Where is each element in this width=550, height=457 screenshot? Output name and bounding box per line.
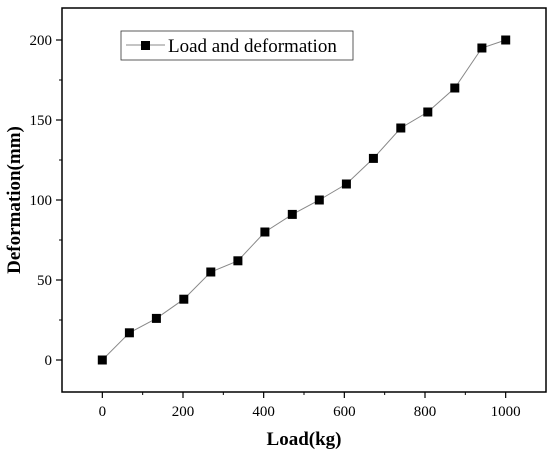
series-load-and-deformation <box>97 35 511 365</box>
legend-label: Load and deformation <box>168 36 337 57</box>
x-tick-label: 200 <box>172 404 195 420</box>
x-tick-label: 800 <box>414 404 437 420</box>
data-point <box>206 267 216 277</box>
data-point <box>124 328 134 338</box>
data-point <box>477 43 487 53</box>
data-point <box>260 227 270 237</box>
series-line <box>101 39 506 361</box>
data-point <box>314 195 324 205</box>
x-axis-title: Load(kg) <box>267 429 342 450</box>
data-point <box>501 35 511 45</box>
y-axis: 0 50 100 150 200 Deformation(mm) <box>4 33 62 369</box>
plot-frame <box>61 7 547 393</box>
legend-marker <box>141 41 150 50</box>
y-tick-label: 150 <box>30 113 53 129</box>
data-point <box>396 123 406 133</box>
legend: Load and deformation <box>120 30 354 61</box>
data-point <box>233 256 243 266</box>
x-tick-label: 400 <box>252 404 275 420</box>
x-tick-label: 600 <box>333 404 356 420</box>
data-point <box>341 179 351 189</box>
x-axis: 0 200 400 600 800 1000 Load(kg) <box>99 392 521 450</box>
y-tick-label: 50 <box>37 273 52 289</box>
data-point <box>423 107 433 117</box>
y-axis-title: Deformation(mm) <box>4 126 25 274</box>
x-tick-label: 0 <box>99 404 107 420</box>
data-point <box>287 209 297 219</box>
y-tick-label: 0 <box>45 353 53 369</box>
data-point <box>368 153 378 163</box>
data-point <box>97 355 107 365</box>
data-point <box>450 83 460 93</box>
x-tick-label: 1000 <box>491 404 521 420</box>
data-point <box>151 313 161 323</box>
y-tick-label: 100 <box>30 193 53 209</box>
data-point <box>179 294 189 304</box>
y-tick-label: 200 <box>30 33 53 49</box>
